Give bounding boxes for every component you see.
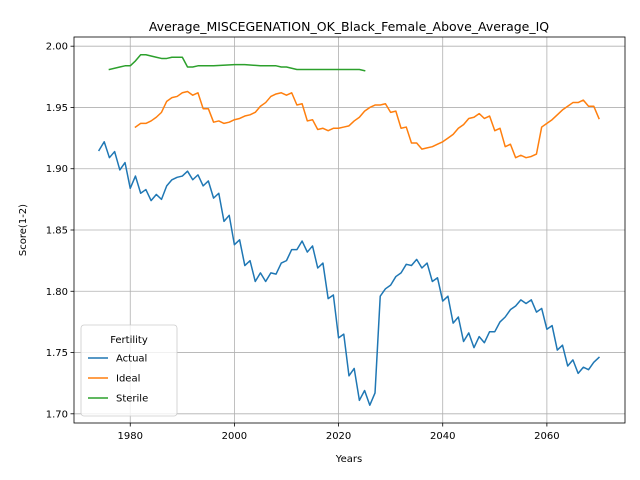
x-tick-label: 2020 [326,431,351,442]
x-tick-label: 2060 [534,431,559,442]
x-axis: 1980 2000 2020 2040 2060 [118,423,560,442]
y-tick-label: 1.85 [46,226,68,237]
y-tick-label: 2.00 [46,42,68,53]
y-tick-label: 1.80 [46,287,68,298]
series-line-sterile [108,54,366,72]
data-series [97,54,601,406]
y-axis-label: Score(1-2) [18,204,29,256]
y-tick-label: 1.95 [46,103,68,114]
x-axis-label: Years [335,454,362,465]
legend-box [80,324,178,417]
y-tick-label: 1.90 [46,164,68,175]
series-line-ideal [134,90,600,159]
chart-title: Average_MISCEGENATION_OK_Black_Female_Ab… [149,19,549,34]
x-tick-label: 2040 [430,431,455,442]
series-line-actual [97,141,601,406]
x-tick-label: 1980 [118,431,143,442]
y-axis: 1.70 1.75 1.80 1.85 1.90 1.95 2.00 [46,42,74,420]
legend-label-sterile: Sterile [116,394,148,405]
grid-lines [74,37,625,423]
y-tick-label: 1.70 [46,409,68,420]
legend-label-ideal: Ideal [116,374,140,385]
legend-label-actual: Actual [116,354,147,365]
x-tick-label: 2000 [222,431,247,442]
y-tick-label: 1.75 [46,348,68,359]
legend: Fertility Actual Ideal Sterile [80,324,178,417]
legend-title: Fertility [110,335,148,346]
